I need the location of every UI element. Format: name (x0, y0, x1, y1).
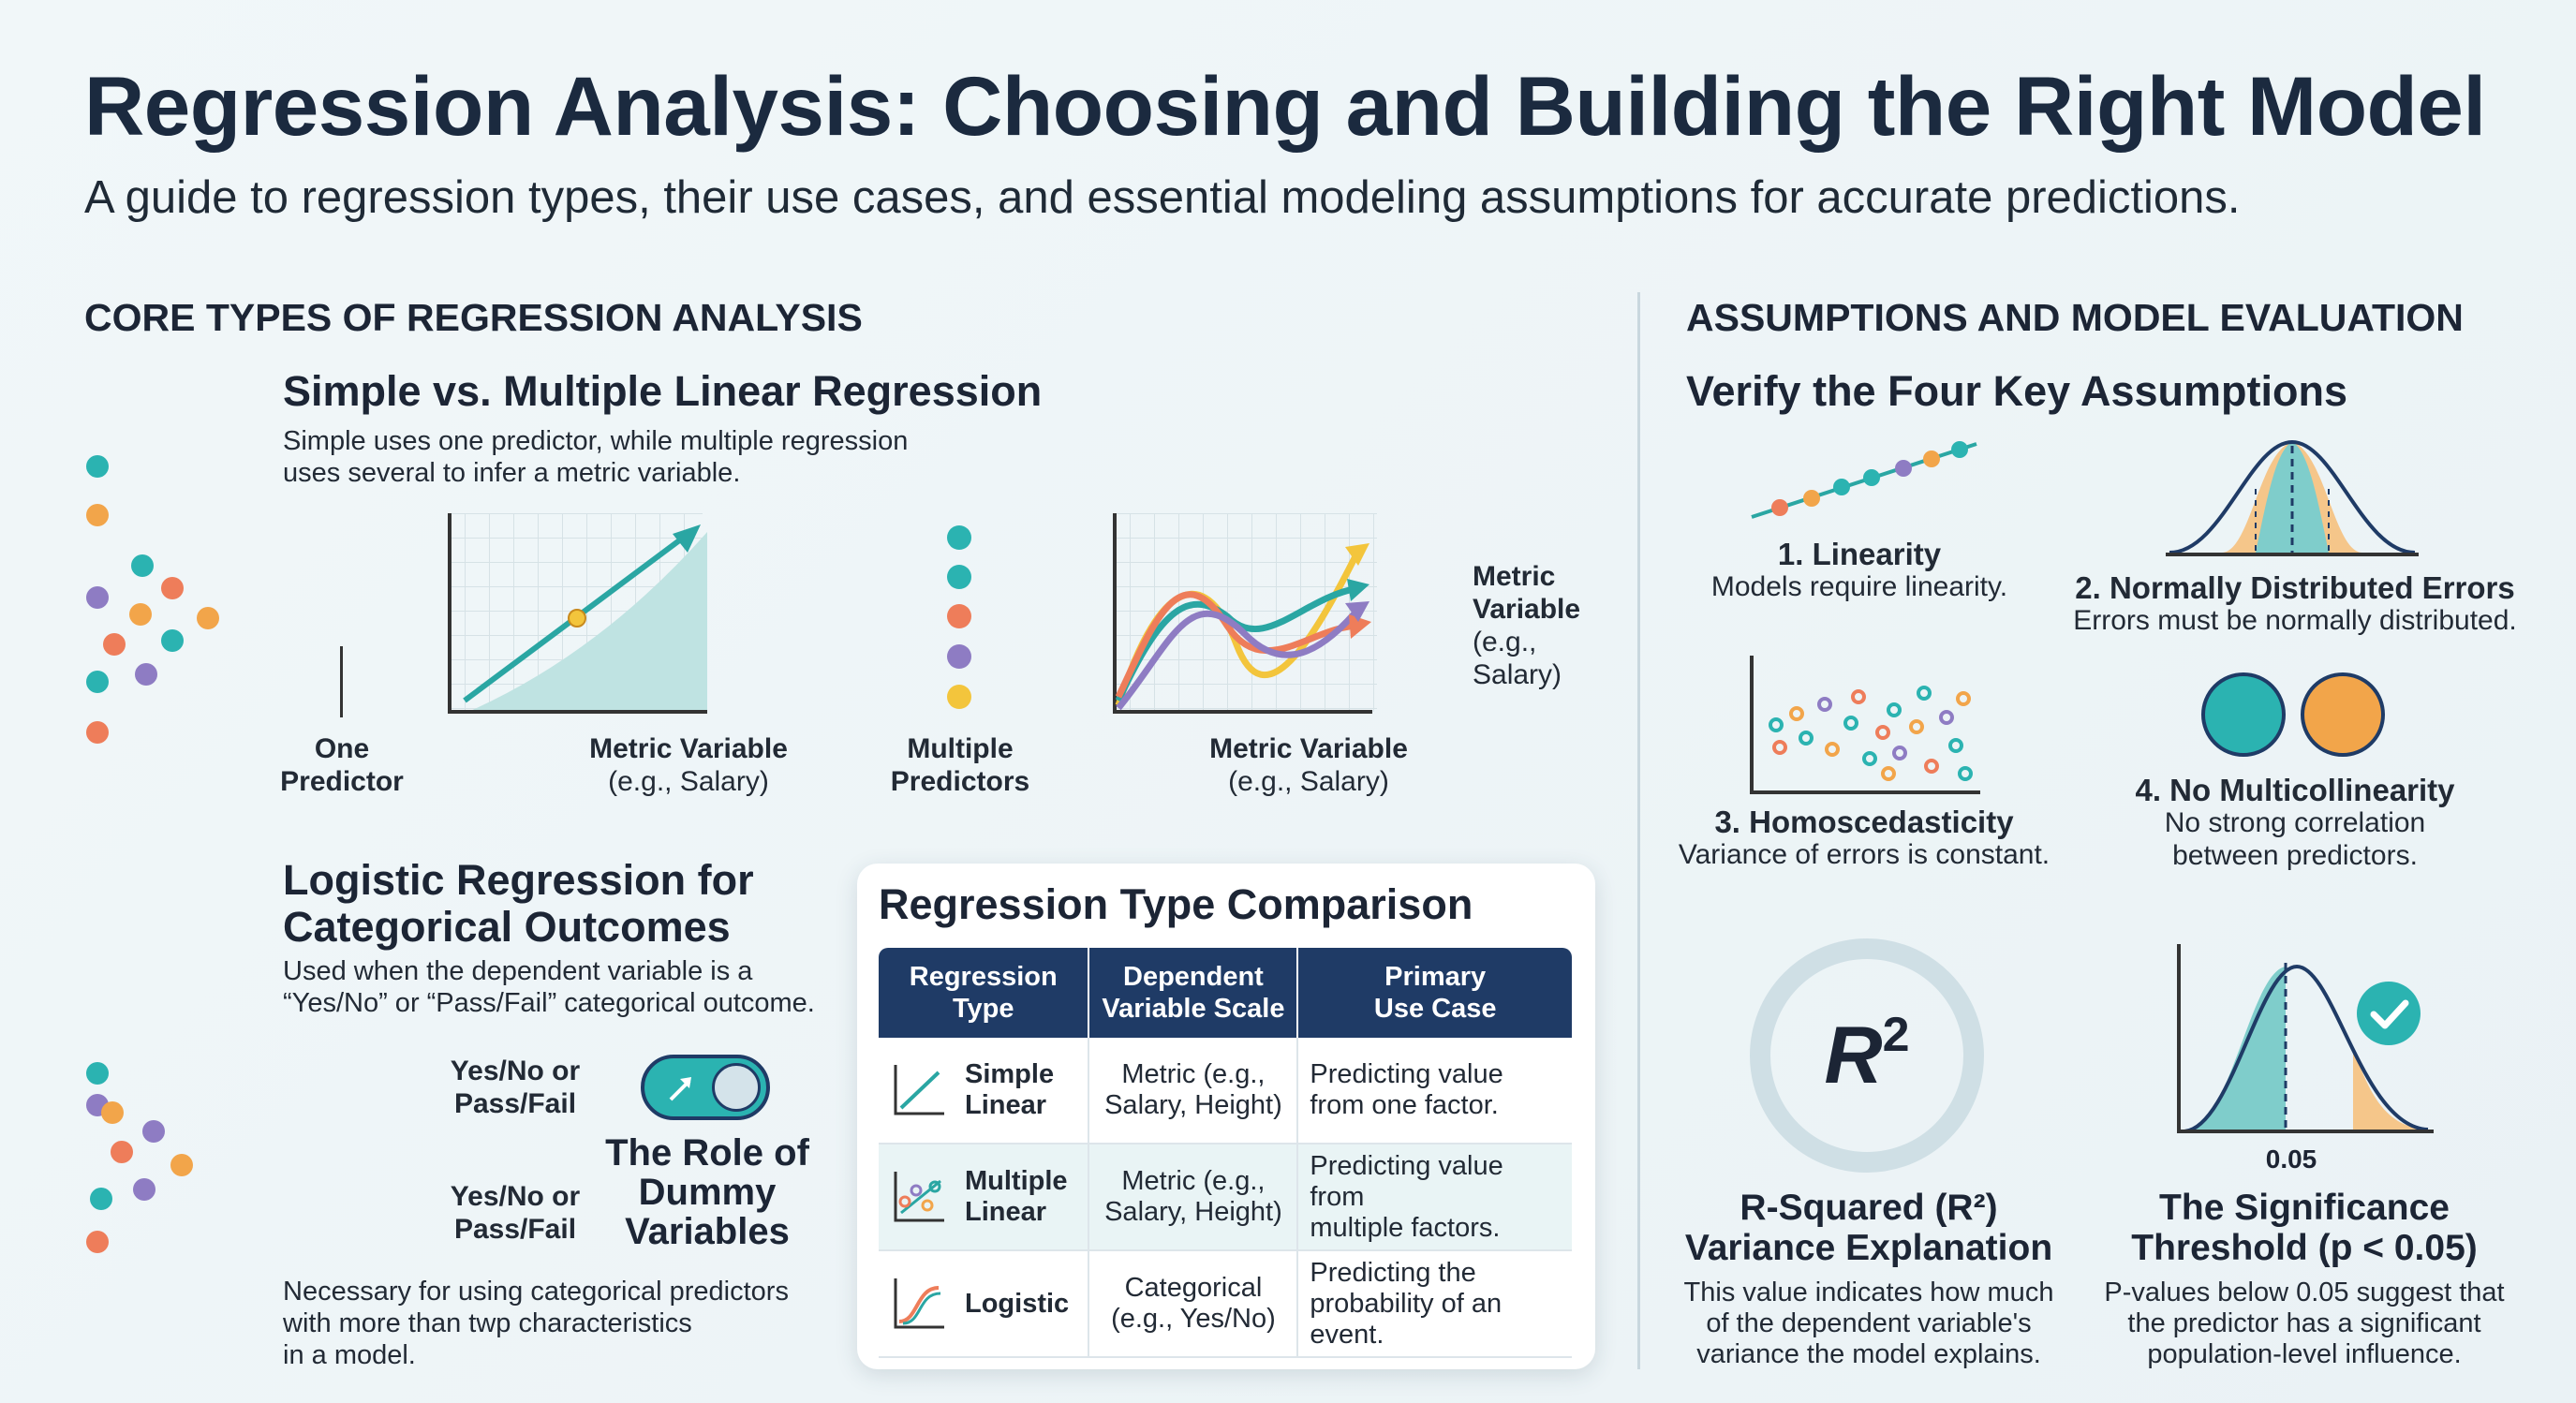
arrow-up-right-icon (669, 1077, 691, 1101)
linear-heading: Simple vs. Multiple Linear Regression (283, 367, 1043, 415)
table-row: Logistic Categorical (e.g., Yes/No) Predi… (879, 1250, 1572, 1358)
logistic-heading: Logistic Regression for Categorical Outco… (283, 856, 754, 951)
predictor-circle-orange (2301, 672, 2385, 757)
predictor-circle-teal (2201, 672, 2286, 757)
one-predictor-label: One Predictor (280, 733, 404, 797)
one-predictor-line (340, 646, 343, 717)
logistic-curve-icon (894, 1278, 944, 1329)
page-title: Regression Analysis: Choosing and Buildi… (84, 59, 2486, 153)
table-row: Simple Linear Metric (e.g., Salary, Height… (879, 1038, 1572, 1145)
page-subtitle: A guide to regression types, their use c… (84, 172, 2241, 223)
multiple-predictors-label: Multiple Predictors (890, 733, 1030, 797)
assumption-homoscedasticity: 3. Homoscedasticity Variance of errors i… (1678, 805, 2050, 870)
multiple-linear-icon (894, 1172, 944, 1222)
metric-variable-side-label: Metric Variable (e.g., Salary) (1473, 561, 1581, 690)
dummy-variables-note: Necessary for using categorical predicto… (283, 1277, 789, 1370)
comparison-title: Regression Type Comparison (879, 880, 1473, 928)
section-title-assumptions: ASSUMPTIONS AND MODEL EVALUATION (1686, 296, 2464, 339)
dummy-variables-title: The Role of Dummy Variables (605, 1132, 809, 1252)
section-title-core-types: CORE TYPES OF REGRESSION ANALYSIS (84, 296, 863, 339)
significance-description: P-values below 0.05 suggest that the pred… (2104, 1277, 2505, 1369)
simple-linear-chart-icon (448, 513, 707, 714)
checkmark-icon (2357, 982, 2421, 1045)
comparison-table: Regression Type Dependent Variable Scale P… (879, 948, 1572, 1358)
linear-description: Simple uses one predictor, while multipl… (283, 426, 909, 488)
yes-no-label-b: Yes/No or Pass/Fail (450, 1181, 581, 1245)
table-header-scale: Dependent Variable Scale (1088, 948, 1299, 1038)
homoscedasticity-icon (1750, 656, 1980, 794)
r-squared-exponent: 2 (1882, 1008, 1910, 1062)
logistic-description: Used when the dependent variable is a “Ye… (283, 956, 815, 1018)
significance-title: The Significance Threshold (p < 0.05) (2131, 1188, 2478, 1268)
toggle-knob (712, 1063, 761, 1112)
multiple-linear-chart-icon (1113, 513, 1377, 714)
metric-variable-label-b: Metric Variable (e.g., Salary) (1209, 733, 1408, 797)
assumption-no-multicollinearity: 4. No Multicollinearity No strong correl… (2135, 773, 2455, 871)
table-header-type: Regression Type (879, 948, 1090, 1038)
significance-tick-label: 0.05 (2265, 1145, 2317, 1174)
simple-linear-icon (894, 1065, 944, 1115)
normal-distribution-icon (2166, 439, 2419, 556)
yes-no-label-a: Yes/No or Pass/Fail (450, 1056, 581, 1119)
dummy-variable-toggle[interactable] (641, 1055, 770, 1120)
r-squared-symbol: R (1824, 1010, 1883, 1100)
r-squared-description: This value indicates how much of the depe… (1683, 1277, 2054, 1369)
table-header-use: Primary Use Case (1297, 948, 1572, 1038)
linearity-icon (1751, 441, 1977, 519)
assumption-normal-errors: 2. Normally Distributed Errors Errors mu… (2073, 570, 2517, 636)
metric-variable-label-a: Metric Variable (e.g., Salary) (589, 733, 788, 797)
table-row: Multiple Linear Metric (e.g., Salary, Heig… (879, 1144, 1572, 1251)
section-divider (1637, 292, 1640, 1369)
assumption-linearity: 1. Linearity Models require linearity. (1710, 537, 2008, 602)
significance-distribution-icon (2177, 944, 2434, 1133)
assumptions-heading: Verify the Four Key Assumptions (1686, 367, 2347, 415)
r-squared-title: R-Squared (R²) Variance Explanation (1684, 1188, 2053, 1268)
